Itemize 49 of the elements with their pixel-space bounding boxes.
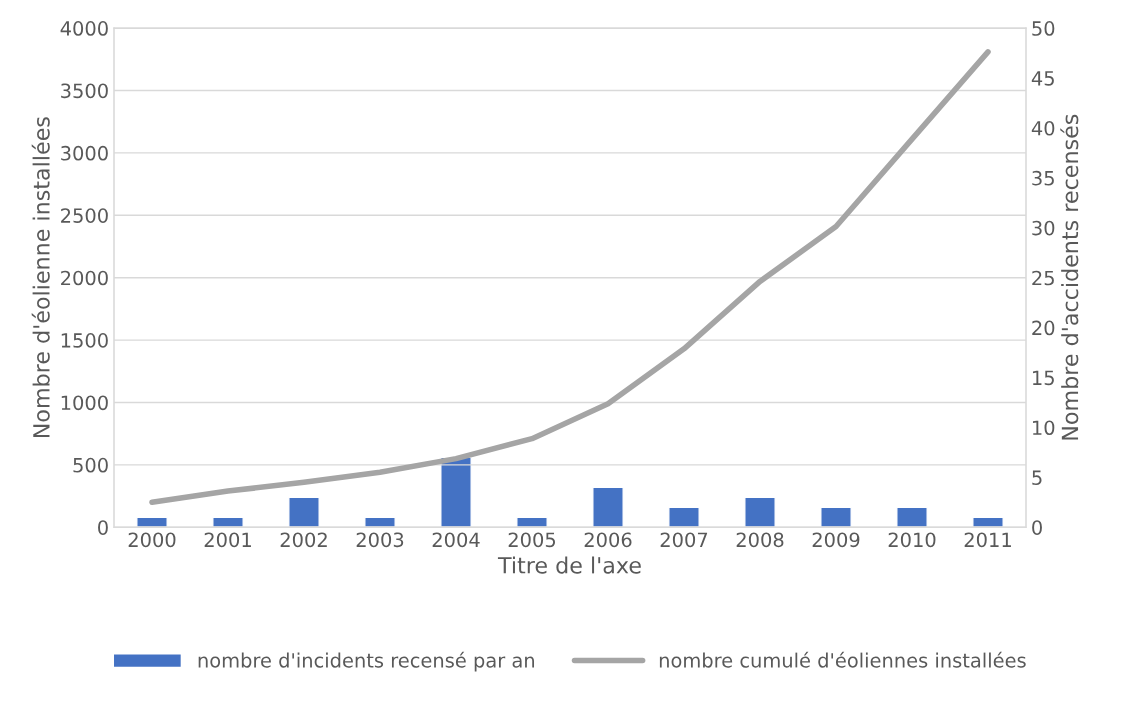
y2-tick-label: 35: [1032, 170, 1054, 186]
y2-tick-label: 25: [1032, 270, 1054, 286]
y-tick-label: 1000: [61, 395, 108, 411]
bar: [136, 516, 168, 528]
bar: [364, 516, 396, 528]
x-tick-label: 2003: [356, 532, 404, 548]
y-tick-label: 1500: [61, 333, 108, 348]
x-tick-label: 2009: [812, 532, 860, 548]
x-tick-label: 2011: [964, 532, 1011, 548]
bar: [212, 516, 244, 528]
bar: [516, 516, 548, 528]
x-tick-label: 2002: [280, 532, 327, 548]
bar: [744, 496, 776, 528]
bar: [592, 486, 624, 528]
y2-tick-label: 40: [1031, 120, 1055, 136]
x-tick-label: 2010: [888, 532, 936, 548]
bar: [440, 456, 472, 528]
x-tick-label: 2008: [736, 532, 784, 548]
y-tick-label: 0: [98, 520, 108, 535]
y-axis-title: Nombre d'éolienne installées: [31, 117, 50, 438]
x-tick-label: 2005: [508, 532, 556, 548]
bar: [820, 506, 852, 528]
y2-tick-label: 45: [1031, 71, 1054, 86]
y2-tick-label: 0: [1032, 520, 1042, 535]
x-tick-label: 2004: [432, 532, 480, 548]
x-tick-label: 2007: [660, 532, 708, 548]
x-tick-label: 2001: [204, 532, 251, 548]
y2-tick-label: 30: [1032, 220, 1055, 236]
x-axis-title: Titre de l'axe: [497, 556, 641, 574]
x-tick-label: 2000: [128, 532, 176, 548]
legend-label: nombre cumulé d'éoliennes installées: [659, 651, 1026, 668]
y2-tick-label: 15: [1033, 370, 1054, 386]
y2-tick-label: 5: [1032, 470, 1042, 485]
y-tick-label: 3000: [61, 145, 108, 161]
legend-label: nombre d'incidents recensé par an: [198, 651, 534, 672]
y-tick-label: 2000: [61, 270, 108, 286]
y-tick-label: 4000: [60, 21, 108, 36]
y2-axis-title: Nombre d'accidents recensés: [1060, 114, 1079, 440]
y-tick-label: 3500: [61, 83, 108, 99]
y-tick-label: 500: [73, 457, 108, 473]
y2-tick-label: 10: [1033, 420, 1055, 436]
bar: [896, 506, 928, 528]
bar: [972, 516, 1004, 528]
y-tick-label: 2500: [61, 208, 108, 223]
y2-tick-label: 20: [1032, 320, 1055, 336]
bar: [668, 506, 700, 528]
y2-tick-label: 50: [1032, 21, 1055, 36]
bar: [288, 496, 320, 528]
x-tick-label: 2006: [584, 532, 632, 548]
